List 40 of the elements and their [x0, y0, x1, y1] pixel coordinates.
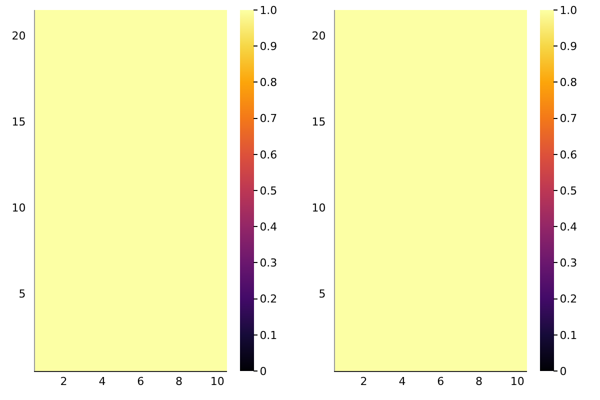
- color-bar-label: 0.9: [560, 40, 578, 53]
- y-tick-label: 10: [312, 202, 326, 215]
- color-bar-label: 1.0: [560, 4, 578, 17]
- color-bar-label: 0.3: [260, 256, 278, 270]
- color-bar-label: 0.1: [260, 328, 278, 342]
- color-bar-label: 0.8: [560, 76, 578, 90]
- color-bar-label: 0.4: [260, 220, 278, 234]
- y-tick-label: 20: [312, 30, 326, 43]
- color-bar-label: 0.3: [560, 256, 578, 270]
- x-tick-label: 10: [210, 375, 224, 388]
- x-tick-label: 8: [176, 375, 182, 388]
- x-tick-label: 6: [137, 375, 144, 388]
- color-bar-label: 0.4: [560, 220, 578, 234]
- x-tick-label: 4: [398, 375, 406, 388]
- x-tick-label: 10: [510, 375, 524, 388]
- color-bar-label: 0.6: [260, 148, 278, 162]
- color-bar-label: 0.6: [560, 148, 578, 162]
- x-tick-label: 8: [476, 375, 482, 388]
- x-tick-label: 6: [437, 375, 444, 388]
- color-bar-label: 0.7: [260, 112, 278, 126]
- color-bar-label: 0: [560, 364, 567, 378]
- color-bar-label: 0: [260, 364, 267, 378]
- y-tick-label: 10: [12, 202, 26, 215]
- y-tick-label: 15: [312, 116, 326, 129]
- y-tick-label: 5: [318, 287, 326, 300]
- color-bar-label: 0.2: [560, 292, 578, 306]
- color-bar-label: 0.5: [560, 184, 578, 198]
- color-bar-label: 0.1: [560, 328, 578, 342]
- y-tick-label: 5: [18, 287, 26, 300]
- color-bar-label: 0.8: [260, 76, 278, 90]
- x-tick-label: 2: [60, 375, 68, 388]
- color-bar-label: 0.7: [560, 112, 578, 126]
- y-tick-label: 15: [12, 116, 26, 129]
- color-bar-label: 1.0: [260, 4, 278, 17]
- x-tick-label: 2: [360, 375, 368, 388]
- color-bar-label: 0.5: [260, 184, 278, 198]
- color-bar-label: 0.9: [260, 40, 278, 53]
- color-bar-label: 0.2: [260, 292, 278, 306]
- x-tick-label: 4: [98, 375, 106, 388]
- y-tick-label: 20: [12, 30, 26, 43]
